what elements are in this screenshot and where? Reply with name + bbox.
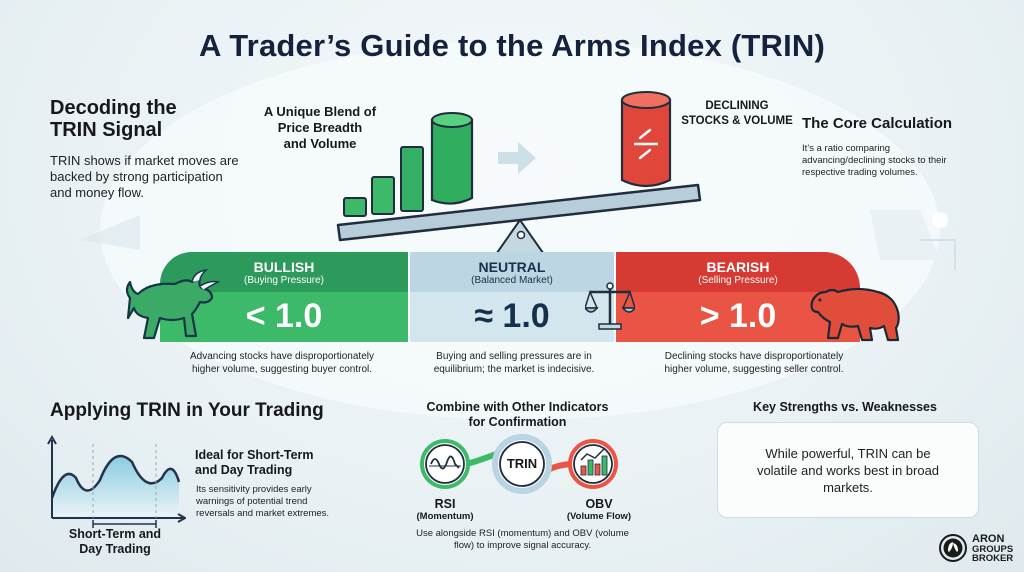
ideal-heading-line1: Ideal for Short-Term — [195, 448, 314, 462]
ideal-heading: Ideal for Short-Term and Day Trading — [195, 448, 345, 478]
bullish-desc-line2: higher volume, suggesting buyer control. — [191, 364, 373, 375]
bearish-value: > 1.0 — [699, 297, 777, 335]
decoding-body-line1: TRIN shows if market moves are — [50, 153, 239, 168]
ideal-body-line1: Its sensitivity provides early — [196, 484, 312, 495]
core-calculation-body: It’s a ratio comparing advancing/declini… — [802, 143, 1002, 179]
obv-icon — [568, 439, 618, 489]
obv-label: OBV (Volume Flow) — [554, 497, 644, 523]
strengths-card: While powerful, TRIN can be volatile and… — [717, 422, 979, 518]
aron-groups-logo: ARON GROUPS BROKER — [938, 530, 1024, 566]
bull-icon — [125, 268, 220, 340]
strengths-heading: Key Strengths vs. Weaknesses — [753, 400, 937, 414]
page-title: A Trader’s Guide to the Arms Index (TRIN… — [199, 28, 825, 63]
leaf-logo-icon — [939, 534, 967, 562]
combine-heading-line2: for Confirmation — [468, 415, 567, 429]
blend-line1: A Unique Blend of — [263, 104, 377, 119]
beam-icon — [336, 183, 702, 242]
logo-text: ARON GROUPS BROKER — [972, 532, 1014, 564]
obv-name: OBV — [585, 497, 613, 511]
core-calculation-heading: The Core Calculation — [802, 115, 953, 132]
bullish-label: BULLISH — [253, 259, 315, 275]
bearish-description: Declining stocks have disproportionately… — [634, 350, 874, 376]
obv-sub: (Volume Flow) — [566, 511, 632, 522]
logo-line3: BROKER — [972, 552, 1014, 564]
combine-body-line1: Use alongside RSI (momentum) and OBV (vo… — [416, 528, 629, 539]
applying-heading: Applying TRIN in Your Trading — [50, 400, 324, 421]
decoding-heading-line2: TRIN Signal — [50, 119, 163, 141]
bear-icon — [810, 287, 900, 342]
bearish-label: BEARISH — [706, 259, 770, 275]
combine-heading-line1: Combine with Other Indicators — [426, 400, 609, 414]
neutral-desc-line1: Buying and selling pressures are in — [436, 351, 592, 362]
core-line3: respective trading volumes. — [802, 167, 918, 178]
signal-band: BULLISH (Buying Pressure) < 1.0 NEUTRAL … — [160, 252, 860, 342]
decoding-heading-line1: Decoding the — [50, 97, 177, 119]
bearish-desc-line1: Declining stocks have disproportionately — [664, 351, 844, 362]
arrow-right-icon — [498, 142, 536, 174]
declining-line1: DECLINING — [705, 100, 769, 112]
bullish-description: Advancing stocks have disproportionately… — [162, 350, 402, 376]
strengths-body: While powerful, TRIN can be volatile and… — [756, 445, 940, 495]
combine-body-line2: flow) to improve signal accuracy. — [453, 540, 592, 551]
combine-heading: Combine with Other Indicators for Confir… — [410, 400, 625, 430]
seesaw-illustration — [336, 91, 702, 261]
bullish-sub: (Buying Pressure) — [243, 275, 325, 286]
advancing-volume-bars-icon — [343, 112, 474, 217]
trin-node — [492, 434, 552, 494]
neutral-value: ≈ 1.0 — [474, 297, 550, 335]
wave-chart-icon — [47, 434, 186, 528]
logo-line2: GROUPS — [972, 543, 1014, 555]
short-term-label-line2: Day Trading — [79, 542, 151, 556]
declining-line2: STOCKS & VOLUME — [681, 115, 793, 127]
core-line2: advancing/declining stocks to their — [802, 155, 947, 166]
ideal-body-line3: reversals and market extremes. — [196, 508, 330, 519]
core-line1: It’s a ratio comparing — [802, 143, 891, 154]
declining-cylinder-icon — [620, 91, 672, 188]
decoding-body: TRIN shows if market moves are backed by… — [50, 153, 239, 201]
ideal-body: Its sensitivity provides early warnings … — [196, 484, 366, 520]
short-term-label-line1: Short-Term and — [68, 527, 162, 541]
scales-icon — [585, 282, 635, 330]
rsi-label: RSI (Momentum) — [405, 497, 485, 523]
logo-line1: ARON — [972, 532, 1005, 545]
rsi-name: RSI — [434, 497, 456, 511]
blend-line3: and Volume — [283, 136, 357, 151]
blend-line2: Price Breadth — [277, 120, 363, 135]
neutral-sub: (Balanced Market) — [471, 275, 553, 286]
ideal-heading-line2: and Day Trading — [195, 463, 293, 477]
ideal-body-line2: warnings of potential trend — [196, 496, 308, 507]
neutral-segment: NEUTRAL (Balanced Market) ≈ 1.0 — [410, 252, 614, 342]
rsi-sub: (Momentum) — [416, 511, 474, 522]
bullish-desc-line1: Advancing stocks have disproportionately — [190, 351, 374, 362]
bullish-value: < 1.0 — [245, 297, 323, 335]
combine-body: Use alongside RSI (momentum) and OBV (vo… — [395, 528, 650, 552]
short-term-label: Short-Term and Day Trading — [50, 527, 180, 557]
neutral-description: Buying and selling pressures are in equi… — [394, 350, 634, 376]
neutral-desc-line2: equilibrium; the market is indecisive. — [433, 364, 595, 375]
indicator-chain-diagram — [420, 434, 618, 494]
decoding-body-line3: and money flow. — [50, 185, 144, 200]
neutral-label: NEUTRAL — [478, 259, 546, 275]
trin-node-label: TRIN — [506, 456, 538, 471]
decoding-heading: Decoding the TRIN Signal — [50, 97, 177, 141]
bearish-sub: (Selling Pressure) — [698, 275, 778, 286]
declining-label: DECLINING STOCKS & VOLUME — [672, 99, 802, 129]
decoding-body-line2: backed by strong participation — [50, 169, 223, 184]
rsi-icon — [420, 439, 470, 489]
bearish-desc-line2: higher volume, suggesting seller control… — [664, 364, 844, 375]
blend-label: A Unique Blend of Price Breadth and Volu… — [250, 104, 390, 152]
